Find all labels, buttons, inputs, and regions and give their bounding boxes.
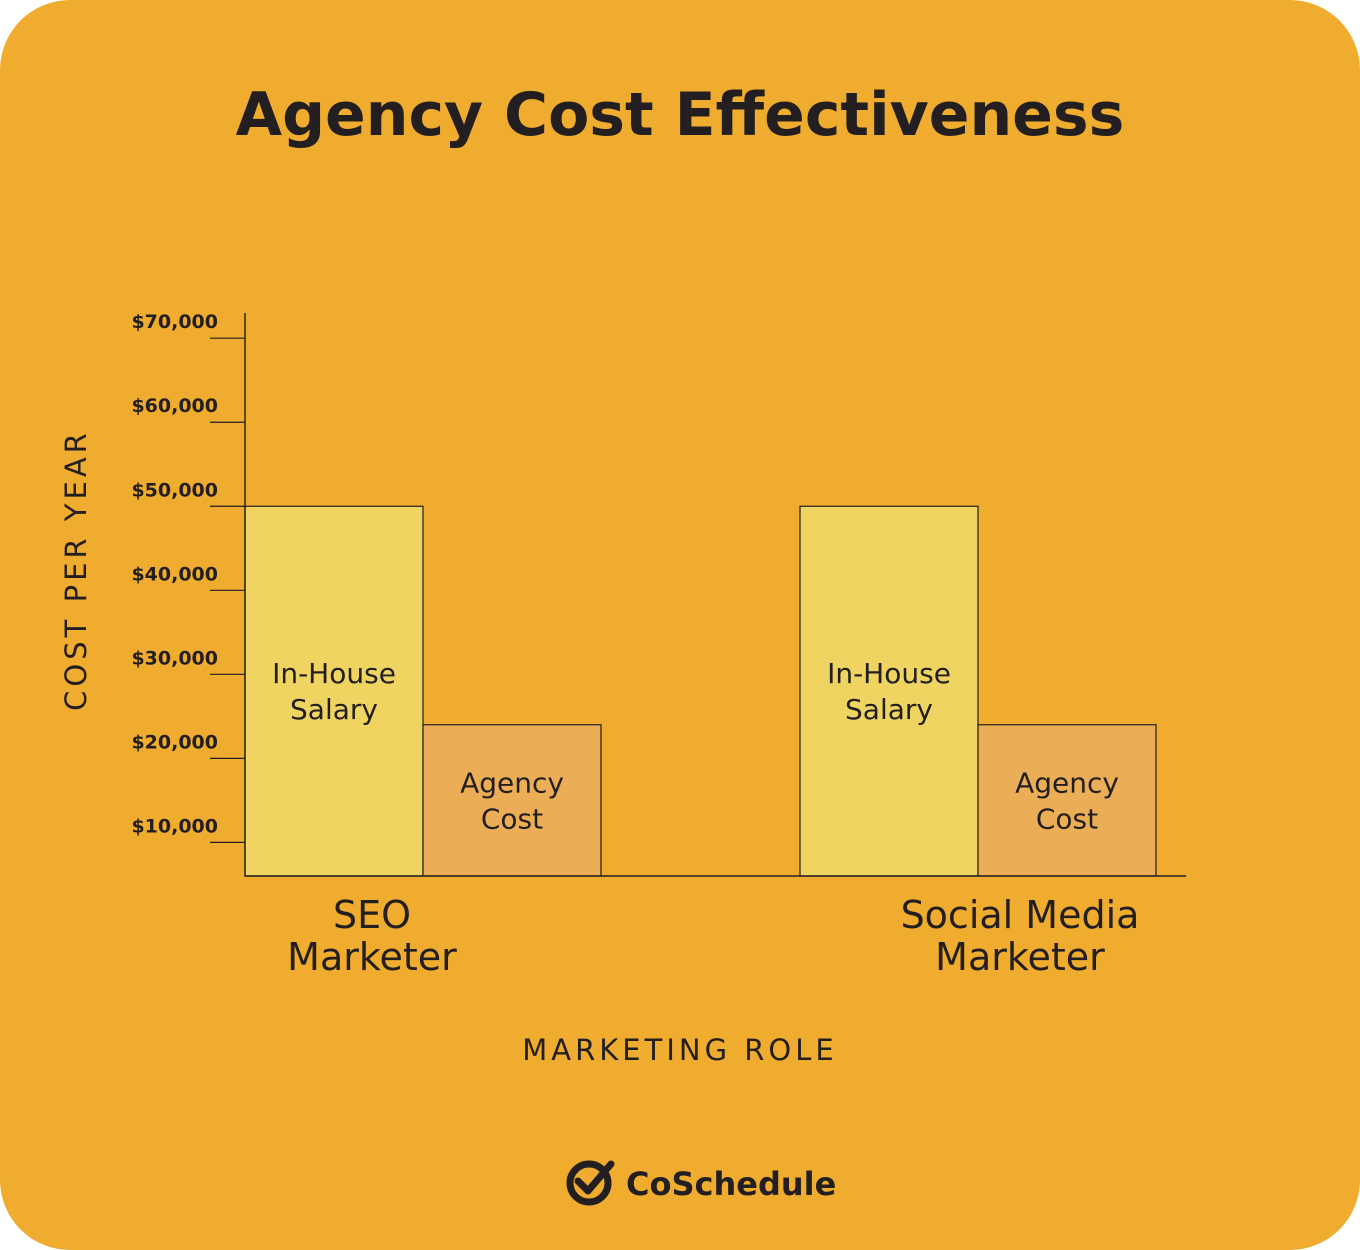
bar-label-agency-0: Agency Cost	[460, 766, 564, 835]
category-label-0: SEO Marketer	[287, 893, 457, 979]
bar-label-in-house-0: In-House Salary	[272, 657, 396, 726]
y-tick-label-4: $50,000	[131, 479, 218, 501]
bar-in-house-1	[799, 505, 979, 877]
bar-agency-1	[977, 724, 1157, 877]
brand-name: CoSchedule	[626, 1165, 836, 1203]
y-axis-title: COST PER YEAR	[59, 429, 93, 711]
bar-label-in-house-1: In-House Salary	[827, 657, 951, 726]
bar-label-agency-1: Agency Cost	[1015, 766, 1119, 835]
brand-logo: CoSchedule	[566, 1160, 836, 1206]
bar-agency-0	[422, 724, 602, 877]
y-tick-label-0: $10,000	[131, 815, 218, 837]
bar-in-house-0	[244, 505, 424, 877]
y-tick-label-5: $60,000	[131, 395, 218, 417]
bars-layer	[244, 505, 1157, 877]
axes-layer: $10,000 $20,000 $30,000 $40,000 $50,000 $60,0…	[131, 311, 1186, 877]
category-label-1: Social Media Marketer	[901, 893, 1140, 979]
checkmark-circle-icon	[566, 1160, 615, 1206]
chart-title: Agency Cost Effectiveness	[236, 80, 1125, 150]
x-axis-title: MARKETING ROLE	[522, 1033, 837, 1067]
y-tick-label-6: $70,000	[131, 311, 218, 333]
y-tick-label-1: $20,000	[131, 731, 218, 753]
y-tick-label-2: $30,000	[131, 647, 218, 669]
y-tick-label-3: $40,000	[131, 563, 218, 585]
